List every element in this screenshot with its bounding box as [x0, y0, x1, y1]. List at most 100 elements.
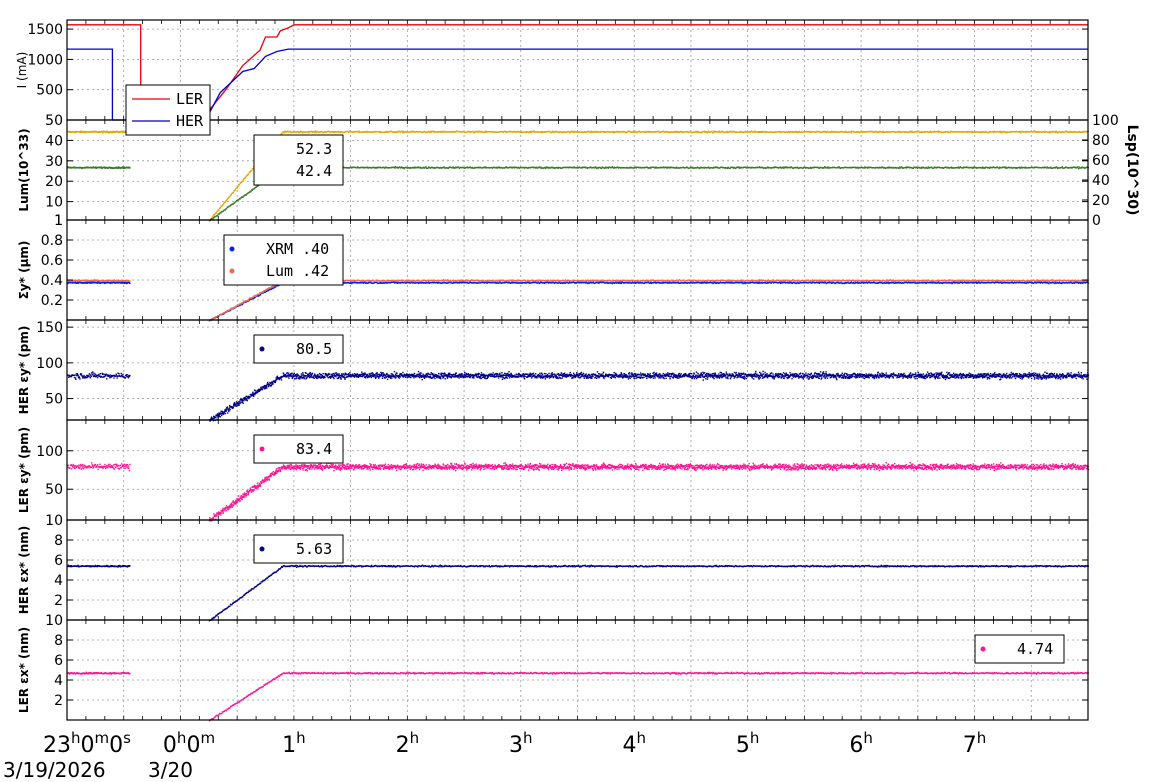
data-point [1048, 131, 1050, 134]
data-point [604, 167, 606, 169]
data-point [363, 131, 365, 133]
data-point [357, 166, 359, 168]
data-point [749, 131, 752, 134]
data-point [530, 130, 532, 133]
data-point [573, 166, 576, 168]
data-point [124, 131, 126, 133]
data-point [967, 131, 969, 134]
data-point [1019, 130, 1021, 133]
data-point [504, 167, 506, 169]
data-point [212, 215, 214, 217]
data-point [551, 130, 554, 132]
data-point [589, 131, 592, 134]
data-point [242, 180, 244, 182]
data-point [121, 166, 124, 168]
data-point [289, 130, 292, 133]
data-point [928, 131, 931, 133]
data-point [348, 131, 350, 133]
data-point [491, 167, 494, 169]
data-point [122, 131, 124, 134]
data-point [483, 131, 486, 133]
data-point [358, 130, 360, 132]
data-point [255, 186, 258, 188]
data-point [649, 167, 651, 170]
data-point [111, 131, 113, 134]
data-point [827, 167, 829, 169]
data-point [299, 131, 301, 134]
data-point [67, 166, 69, 168]
data-point [673, 131, 676, 133]
data-point [857, 167, 859, 169]
data-point [413, 166, 416, 168]
data-point [762, 166, 764, 169]
data-point [783, 166, 785, 168]
data-point [644, 131, 646, 134]
data-point [729, 167, 731, 169]
data-point [225, 207, 228, 210]
data-point [100, 166, 102, 168]
data-point [104, 167, 107, 170]
data-point [741, 131, 744, 133]
data-point [402, 131, 404, 134]
data-point [717, 131, 720, 133]
data-point [402, 166, 405, 169]
data-point [613, 167, 615, 169]
data-point [665, 166, 667, 168]
data-point [604, 166, 607, 168]
data-point [1054, 131, 1057, 134]
data-point [796, 131, 798, 134]
data-point [247, 173, 250, 176]
data-point [779, 166, 782, 168]
data-point [676, 131, 678, 134]
data-point [451, 131, 454, 133]
data-point [1050, 131, 1052, 134]
data-point [910, 131, 912, 133]
data-point [754, 130, 756, 132]
data-point [568, 130, 570, 133]
data-point [782, 167, 785, 169]
data-point [549, 130, 551, 133]
data-point [699, 167, 701, 169]
data-point [123, 166, 125, 168]
data-point [287, 130, 289, 132]
data-point [80, 166, 83, 169]
data-point [262, 291, 264, 293]
data-point [1043, 130, 1045, 132]
data-point [226, 199, 228, 201]
data-point [484, 130, 486, 133]
data-point [307, 131, 309, 133]
data-point [1003, 130, 1005, 133]
data-point [707, 130, 710, 132]
data-point [221, 205, 223, 208]
data-point [705, 130, 708, 133]
data-point [992, 130, 994, 133]
data-point [607, 167, 610, 169]
series-line-her [67, 48, 1088, 121]
data-point [117, 167, 119, 169]
data-point [232, 191, 235, 194]
data-point [357, 131, 360, 133]
data-point [212, 218, 214, 220]
data-point [240, 181, 243, 183]
data-point [632, 131, 634, 133]
data-point [556, 166, 559, 169]
data-point [350, 281, 352, 283]
data-point [773, 131, 775, 134]
data-point [856, 166, 859, 169]
data-point [726, 130, 729, 133]
data-point [238, 184, 241, 186]
data-point [826, 130, 829, 133]
data-point [826, 166, 829, 168]
data-point [393, 167, 396, 169]
data-point [590, 130, 593, 133]
data-point [235, 200, 237, 203]
data-point [317, 130, 319, 133]
data-point [707, 166, 710, 168]
data-point [612, 130, 614, 133]
data-point [887, 166, 889, 168]
data-point [218, 209, 220, 211]
data-point [773, 167, 776, 169]
data-point [410, 131, 413, 133]
data-point [118, 131, 120, 134]
